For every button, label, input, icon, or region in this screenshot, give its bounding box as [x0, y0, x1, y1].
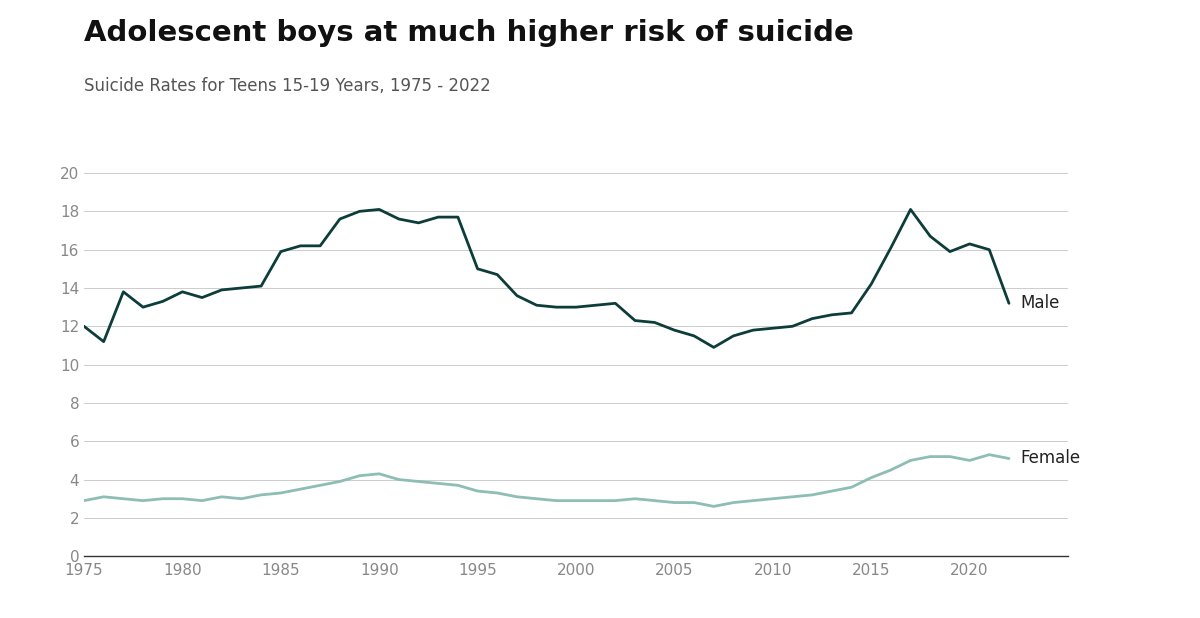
Text: Adolescent boys at much higher risk of suicide: Adolescent boys at much higher risk of s… [84, 19, 853, 46]
Text: Suicide Rates for Teens 15-19 Years, 1975 - 2022: Suicide Rates for Teens 15-19 Years, 197… [84, 77, 491, 95]
Text: Female: Female [1021, 449, 1081, 467]
Text: Male: Male [1021, 294, 1060, 312]
